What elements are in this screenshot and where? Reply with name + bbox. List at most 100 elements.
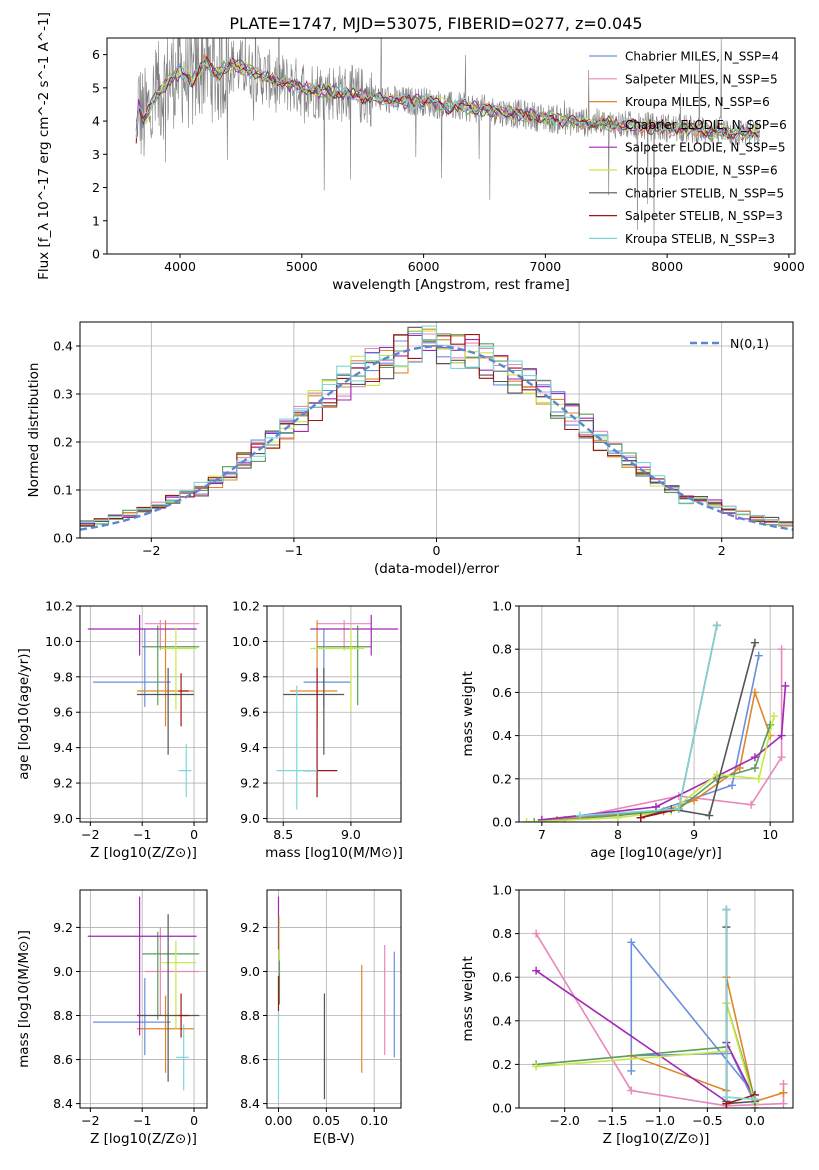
mass-weight-series-line (564, 649, 783, 821)
grid-lines (519, 605, 793, 823)
y-tick-label: 0.2 (492, 1057, 512, 1072)
x-axis-label: Z [log10(Z/Z⊙)] (603, 1131, 710, 1147)
legend-entry-label: Salpeter ELODIE, N_SSP=5 (625, 141, 786, 155)
spectrum-plot: 4000 5000 6000 7000 8000 9000 0 1 2 3 4 5 6 wavelengt… (36, 12, 805, 293)
mass-weight-point-marker (575, 811, 584, 820)
model-spectrum-line (135, 57, 761, 142)
gaussian-reference-line (80, 345, 793, 531)
mass-weight-series-line (541, 655, 760, 821)
mass-weight-point-marker (781, 681, 790, 690)
y-axis-label: Normed distribution (26, 363, 42, 498)
mass-weight-point-marker (779, 1099, 788, 1108)
legend-entry-label: N(0,1) (730, 336, 769, 351)
mass-weight-point-marker (522, 818, 531, 822)
x-tick-label: −2 (81, 1113, 99, 1128)
x-tick-label: 10 (762, 827, 778, 842)
mass-weight-point-marker (779, 1080, 788, 1089)
mass-weight-point-marker (728, 781, 737, 790)
mass-weight-point-marker (750, 753, 759, 762)
plot-area (135, 38, 761, 239)
x-tick-label: 7 (538, 827, 546, 842)
grid-lines (267, 605, 401, 822)
x-tick-label: 8.5 (273, 827, 293, 842)
age-vs-mass-plot: 8.5 9.0 9.0 9.2 9.4 9.6 9.8 10.0 10.2 mass [log10… (232, 599, 403, 862)
mass-weight-point-marker (779, 1088, 788, 1097)
mass-weight-point-marker (537, 815, 546, 822)
x-tick-label: −1.5 (597, 1113, 627, 1128)
x-tick-label: −2.0 (549, 1113, 579, 1128)
mass-weight-series-line (640, 642, 756, 819)
legend-entry-label: Salpeter MILES, N_SSP=5 (625, 72, 778, 86)
y-tick-label: 8.8 (53, 1008, 73, 1023)
massweight-vs-metallicity-plot: −2.0 −1.5 −1.0 −0.5 0.0 0.0 0.2 0.4 0.6 0.8 1.0 Z [… (460, 883, 794, 1147)
y-tick-label: 9.2 (240, 920, 260, 935)
axes-frame (266, 889, 402, 1109)
x-tick-label: 9 (690, 827, 698, 842)
legend-entry-label: Kroupa ELODIE, N_SSP=6 (625, 164, 778, 178)
legend-entry-label: Salpeter STELIB, N_SSP=3 (625, 209, 783, 223)
x-tick-label: −1 (285, 543, 303, 558)
y-tick-label: 0.6 (492, 970, 512, 985)
x-tick-label: −1 (133, 827, 151, 842)
axes-frame (518, 889, 794, 1109)
mass-weight-series-line (526, 716, 775, 822)
figure-title: PLATE=1747, MJD=53075, FIBERID=0277, z=0… (229, 14, 642, 33)
mass-weight-point-marker (532, 966, 541, 975)
grid-lines (519, 889, 793, 1109)
x-axis-label: age [log10(age/yr)] (590, 845, 722, 861)
y-tick-label: 0.2 (53, 435, 73, 450)
residual-histogram-series (80, 326, 793, 527)
x-tick-label: 6000 (408, 259, 440, 274)
mass-weight-point-marker (769, 712, 778, 721)
x-tick-label: 8 (614, 827, 622, 842)
y-tick-label: 2 (92, 180, 100, 195)
x-tick-label: 0.00 (265, 1113, 293, 1128)
grid-lines (267, 890, 401, 1108)
mass-weight-point-marker (674, 805, 683, 814)
mass-weight-point-marker (627, 1066, 636, 1075)
plot-area (87, 896, 200, 1091)
mass-weight-point-marker (627, 1086, 636, 1095)
y-tick-label: 1.0 (492, 883, 512, 898)
y-tick-label: 1 (92, 213, 100, 228)
mass-vs-ebv-plot: 0.00 0.05 0.10 8.4 8.6 8.8 9.0 9.2 E(B-V) (240, 889, 402, 1147)
x-axis-label: Z [log10(Z/Z⊙)] (90, 1131, 197, 1147)
y-tick-label: 0.2 (492, 771, 512, 786)
y-tick-label: 8.6 (240, 1052, 260, 1067)
plot-area (276, 614, 399, 810)
y-axis-label: age [log10(age/yr)] (16, 648, 32, 780)
y-tick-label: 6 (92, 47, 100, 62)
y-tick-label: 10.0 (45, 634, 73, 649)
y-tick-label: 0.3 (53, 387, 73, 402)
x-tick-label: 0.05 (312, 1113, 340, 1128)
y-tick-label: 10.2 (45, 599, 73, 614)
legend-entry-label: Kroupa MILES, N_SSP=6 (625, 95, 770, 109)
mass-weight-point-marker (636, 813, 645, 822)
y-tick-label: 8.6 (53, 1052, 73, 1067)
axes-frame (266, 605, 402, 823)
y-tick-label: 0.1 (53, 483, 73, 498)
mass-weight-point-marker (722, 1093, 731, 1102)
axes-frame (79, 889, 208, 1109)
y-axis-label: mass weight (460, 956, 476, 1041)
mass-weight-point-marker (613, 813, 622, 822)
x-tick-label: −2 (81, 827, 99, 842)
model-spectrum-line (135, 55, 760, 144)
mass-weight-point-marker (705, 811, 714, 820)
x-tick-label: −1 (133, 1113, 151, 1128)
x-axis-label: mass [log10(M/M⊙)] (265, 845, 403, 861)
massweight-vs-age-plot: 7 8 9 10 0.0 0.2 0.4 0.6 0.8 1.0 age [log10(age/yr… (460, 599, 794, 861)
plot-area (522, 621, 790, 822)
y-tick-label: 0.6 (492, 685, 512, 700)
legend-entry-label: Chabrier STELIB, N_SSP=5 (625, 186, 784, 200)
mass-weight-series-line (535, 970, 756, 1108)
model-spectrum-line (135, 58, 760, 142)
y-tick-label: 9.4 (240, 740, 260, 755)
x-tick-label: −1.0 (645, 1113, 675, 1128)
y-tick-label: 8.4 (53, 1096, 73, 1111)
mass-weight-point-marker (777, 753, 786, 762)
y-tick-label: 0.0 (492, 1101, 512, 1116)
legend-entry-label: Chabrier ELODIE, N_SSP=6 (625, 118, 787, 132)
x-tick-label: 0 (433, 543, 441, 558)
y-tick-label: 0.4 (492, 728, 512, 743)
